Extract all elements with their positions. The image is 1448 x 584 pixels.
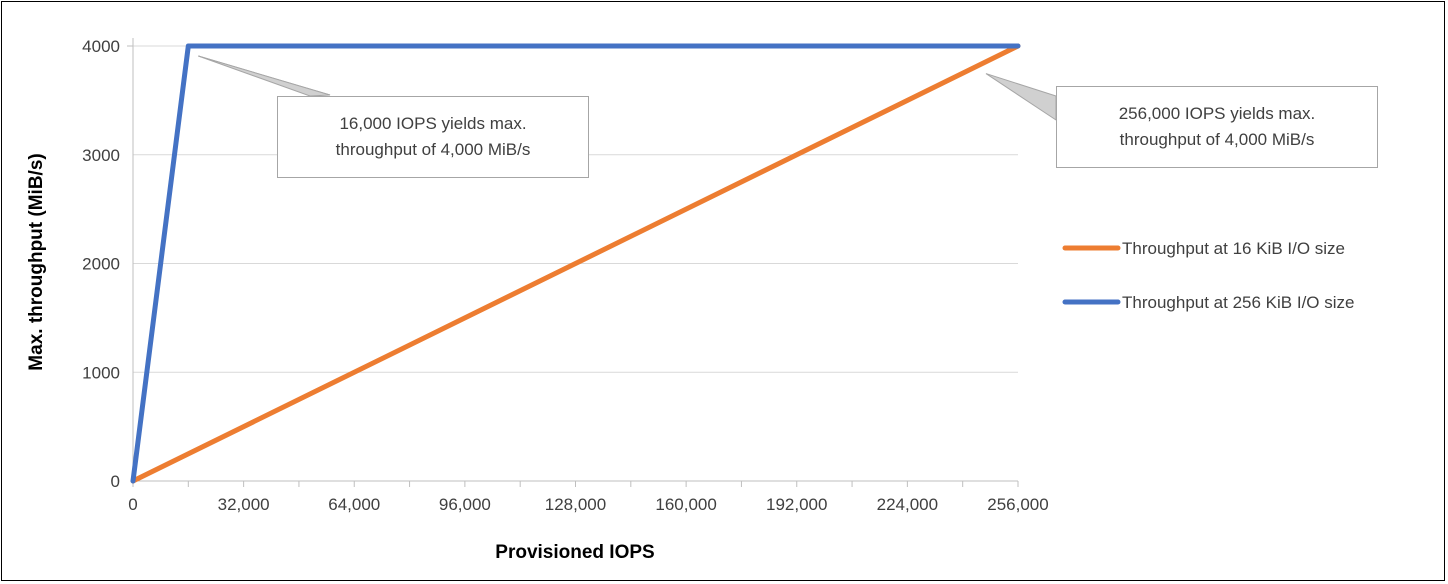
series-line (130, 43, 1021, 484)
series-line (130, 43, 1021, 484)
y-tick-label: 0 (111, 472, 120, 491)
callout-line: 256,000 IOPS yields max. (1118, 104, 1316, 123)
x-tick-labels: 0 32,000 64,000 96,000 128,000 160,000 192,000… (128, 495, 1048, 514)
x-tick-label: 64,000 (328, 495, 380, 514)
callout-line: throughput of 4,000 MiB/s (1119, 130, 1315, 149)
y-tick-labels: 0 1000 2000 3000 4000 (82, 37, 120, 491)
callout-leaders (198, 55, 1057, 121)
legend: Throughput at 16 KiB I/O size Throughput … (1062, 239, 1354, 312)
series-lines (130, 43, 1021, 484)
x-tick-label: 160,000 (655, 495, 716, 514)
x-axis-title: Provisioned IOPS (495, 542, 654, 563)
x-tick-label: 224,000 (877, 495, 938, 514)
gridlines (133, 45, 1018, 373)
x-tick-label: 256,000 (987, 495, 1048, 514)
callout-line: 16,000 IOPS yields max. (339, 114, 527, 133)
x-tick-label: 32,000 (218, 495, 270, 514)
axes (127, 38, 1019, 487)
legend-label: Throughput at 16 KiB I/O size (1122, 239, 1345, 258)
callout-line: throughput of 4,000 MiB/s (335, 140, 531, 159)
legend-label: Throughput at 256 KiB I/O size (1122, 293, 1354, 312)
callout-leader (198, 55, 331, 97)
x-tick-label: 0 (128, 495, 137, 514)
x-tick-label: 96,000 (439, 495, 491, 514)
y-tick-label: 2000 (82, 255, 120, 274)
y-axis-title: Max. throughput (MiB/s) (26, 153, 47, 370)
y-tick-label: 4000 (82, 37, 120, 56)
callout-256000-iops: 256,000 IOPS yields max. throughput of 4… (1056, 86, 1378, 168)
x-tick-label: 192,000 (766, 495, 827, 514)
y-tick-label: 3000 (82, 146, 120, 165)
callout-16000-iops: 16,000 IOPS yields max. throughput of 4,… (277, 96, 589, 178)
callout-leader (985, 73, 1057, 121)
y-tick-label: 1000 (82, 363, 120, 382)
x-tick-label: 128,000 (545, 495, 606, 514)
